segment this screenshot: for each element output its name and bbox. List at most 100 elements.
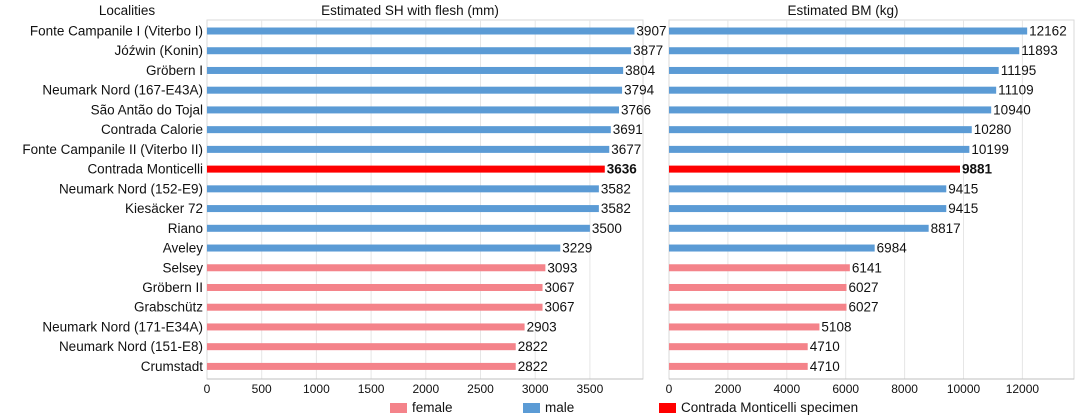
legend-label-female: female <box>412 400 453 415</box>
data-label: 5108 <box>821 319 851 334</box>
category-label: Grabschütz <box>134 300 203 315</box>
data-label: 3067 <box>545 280 575 295</box>
x-tick-label: 2000 <box>715 382 742 396</box>
category-label: Contrada Calorie <box>101 122 203 137</box>
category-label: Contrada Monticelli <box>87 162 203 177</box>
bar-female <box>669 323 820 331</box>
categories-header: Localities <box>99 3 156 18</box>
data-label: 3582 <box>601 181 631 196</box>
data-label: 6141 <box>852 260 882 275</box>
data-label: 6027 <box>848 280 878 295</box>
category-label: Gröbern I <box>146 63 203 78</box>
bar-female <box>669 264 850 272</box>
bar-male <box>669 86 997 94</box>
x-tick-label: 6000 <box>832 382 859 396</box>
legend-swatch-female <box>390 403 407 413</box>
bar-male <box>669 185 947 193</box>
data-label: 10199 <box>971 142 1009 157</box>
category-label: Gröbern II <box>142 280 203 295</box>
bar-male <box>207 66 624 74</box>
data-label: 10940 <box>993 102 1031 117</box>
data-label: 3691 <box>613 122 643 137</box>
data-label: 3794 <box>624 83 655 98</box>
data-label: 2822 <box>518 359 548 374</box>
bar-male <box>207 126 611 134</box>
bar-female <box>207 343 516 351</box>
data-label: 3766 <box>621 102 651 117</box>
data-label: 11195 <box>1001 63 1037 78</box>
category-label: Kiesäcker 72 <box>125 201 203 216</box>
category-label: Crumstadt <box>141 359 204 374</box>
x-tick-label: 3500 <box>577 382 604 396</box>
x-tick-label: 1000 <box>303 382 330 396</box>
x-tick-label: 3000 <box>522 382 549 396</box>
bar-male <box>669 205 947 213</box>
data-label: 3500 <box>592 221 622 236</box>
x-tick-label: 1500 <box>358 382 385 396</box>
data-label: 9415 <box>948 201 978 216</box>
bar-male <box>669 145 970 153</box>
category-label: Neumark Nord (167-E43A) <box>42 83 203 98</box>
bar-female <box>207 264 546 272</box>
bar-male <box>207 86 623 94</box>
bar-male <box>669 66 999 74</box>
legend-swatch-specimen <box>659 403 676 413</box>
data-label: 6027 <box>848 300 878 315</box>
data-label: 3636 <box>607 162 638 177</box>
category-label: Fonte Campanile I (Viterbo I) <box>30 24 203 39</box>
data-label: 3229 <box>562 241 592 256</box>
bar-male <box>669 47 1020 55</box>
data-label: 9881 <box>962 162 993 177</box>
data-label: 3582 <box>601 201 631 216</box>
data-label: 9415 <box>948 181 978 196</box>
x-tick-label: 0 <box>204 382 211 396</box>
x-tick-label: 0 <box>666 382 673 396</box>
bar-specimen <box>207 165 605 173</box>
data-label: 3093 <box>547 260 577 275</box>
data-label: 3677 <box>611 142 641 157</box>
category-label: Fonte Campanile II (Viterbo II) <box>22 142 203 157</box>
bar-male <box>669 244 875 252</box>
data-label: 4710 <box>810 339 840 354</box>
data-label: 8817 <box>931 221 961 236</box>
category-label: Selsey <box>162 260 203 275</box>
bar-specimen <box>669 165 960 173</box>
category-label: Neumark Nord (151-E8) <box>59 339 203 354</box>
category-label: São Antão do Tojal <box>91 102 203 117</box>
data-label: 2903 <box>527 319 557 334</box>
data-label: 6984 <box>877 241 908 256</box>
data-label: 3804 <box>625 63 656 78</box>
bar-female <box>669 283 847 291</box>
data-label: 12162 <box>1029 24 1067 39</box>
bar-female <box>669 362 808 370</box>
bar-male <box>207 244 561 252</box>
data-label: 11109 <box>998 83 1034 98</box>
bar-female <box>207 303 543 311</box>
bar-male <box>207 224 590 232</box>
bar-male <box>207 185 599 193</box>
category-label: Neumark Nord (152-E9) <box>59 181 203 196</box>
bar-male <box>207 145 610 153</box>
legend-swatch-male <box>523 403 540 413</box>
data-label: 2822 <box>518 339 548 354</box>
bar-female <box>669 303 847 311</box>
bar-male <box>669 27 1028 35</box>
legend-label-specimen: Contrada Monticelli specimen <box>681 400 858 415</box>
bar-male <box>207 47 632 55</box>
x-tick-label: 12000 <box>1006 382 1040 396</box>
bar-female <box>207 362 516 370</box>
category-label: Neumark Nord (171-E34A) <box>42 319 203 334</box>
data-label: 10280 <box>974 122 1012 137</box>
x-tick-label: 2000 <box>412 382 439 396</box>
bar-female <box>207 323 525 331</box>
data-label: 3877 <box>633 43 663 58</box>
x-tick-label: 4000 <box>773 382 800 396</box>
bar-male <box>207 27 635 35</box>
bar-male <box>669 126 972 134</box>
bar-female <box>207 283 543 291</box>
bar-male <box>669 106 992 114</box>
legend-label-male: male <box>545 400 574 415</box>
data-label: 4710 <box>810 359 840 374</box>
bar-male <box>207 205 599 213</box>
